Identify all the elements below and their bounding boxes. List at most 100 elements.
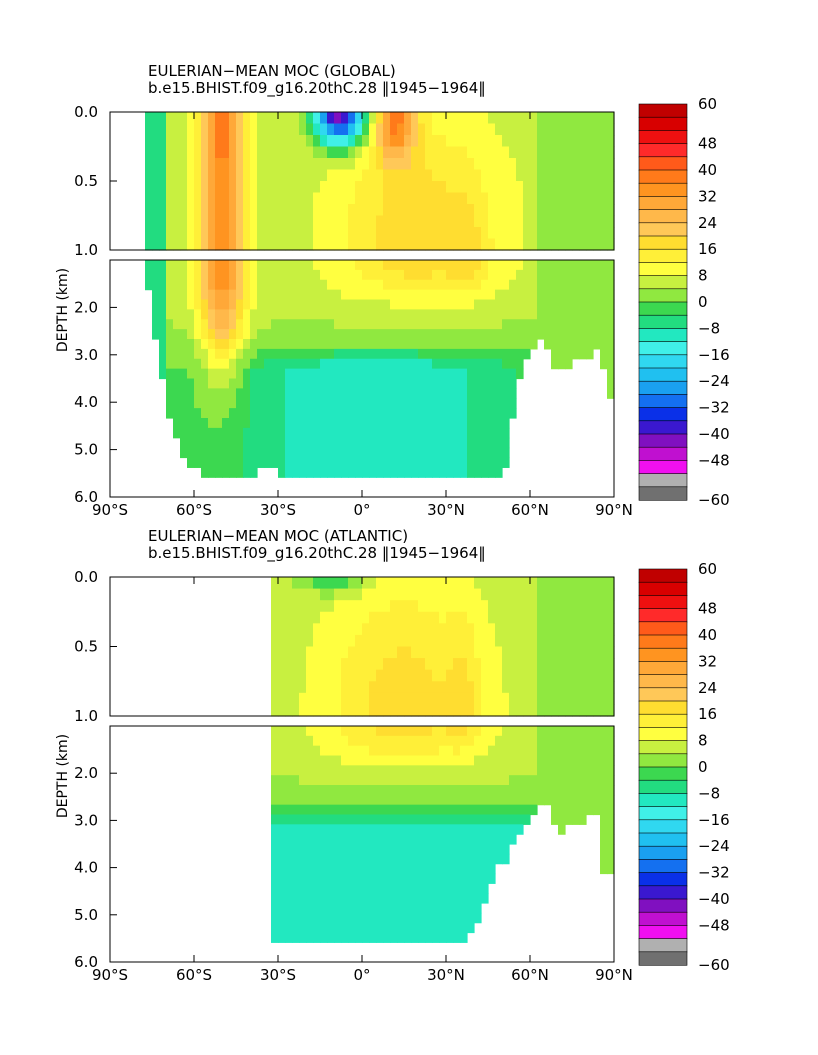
moc-cell [201, 112, 209, 125]
moc-cell [334, 279, 342, 291]
moc-cell [320, 123, 328, 136]
moc-cell [404, 765, 412, 776]
moc-cell [334, 893, 342, 904]
moc-cell [299, 348, 307, 360]
moc-cell [376, 863, 384, 875]
moc-cell [425, 735, 433, 747]
moc-cell [418, 704, 426, 717]
moc-cell [607, 123, 615, 136]
moc-cell [579, 227, 587, 240]
moc-cell [439, 368, 447, 380]
moc-cell [320, 204, 328, 217]
moc-cell [481, 745, 489, 757]
moc-cell [250, 368, 258, 380]
moc-cell [544, 319, 552, 330]
moc-cell [355, 912, 363, 924]
moc-cell [334, 669, 342, 682]
moc-cell [446, 368, 454, 380]
moc-cell [152, 112, 160, 125]
moc-cell [460, 437, 468, 449]
moc-cell [348, 922, 356, 934]
moc-cell [530, 260, 538, 271]
moc-cell [173, 418, 181, 429]
moc-cell [474, 260, 482, 271]
moc-cell [481, 299, 489, 310]
moc-cell [418, 398, 426, 409]
moc-cell [362, 669, 370, 682]
moc-cell [327, 260, 335, 271]
moc-cell [467, 368, 475, 380]
moc-cell [579, 765, 587, 776]
moc-cell [383, 123, 391, 136]
moc-cell [348, 146, 356, 159]
moc-cell [306, 112, 314, 125]
moc-cell [383, 227, 391, 240]
moc-cell [313, 745, 321, 757]
moc-cell [348, 181, 356, 194]
moc-cell [439, 123, 447, 136]
moc-cell [537, 794, 545, 806]
moc-cell [180, 215, 188, 228]
moc-cell [159, 238, 167, 251]
moc-cell [173, 329, 181, 340]
moc-cell [446, 204, 454, 217]
moc-cell [600, 269, 608, 281]
moc-cell [467, 447, 475, 459]
moc-cell [397, 600, 405, 613]
moc-cell [264, 169, 272, 182]
moc-cell [446, 804, 454, 816]
moc-cell [383, 289, 391, 301]
moc-cell [313, 418, 321, 429]
moc-cell [404, 922, 412, 934]
moc-cell [320, 844, 328, 855]
moc-cell [397, 588, 405, 601]
moc-cell [313, 378, 321, 389]
moc-cell [572, 329, 580, 340]
moc-cell [467, 745, 475, 757]
moc-cell [390, 704, 398, 717]
moc-cell [558, 704, 566, 717]
moc-cell [257, 227, 265, 240]
moc-cell [411, 227, 419, 240]
moc-cell [383, 804, 391, 816]
moc-cell [306, 903, 314, 914]
moc-cell [411, 814, 419, 825]
moc-cell [446, 692, 454, 706]
moc-cell [509, 279, 517, 291]
moc-cell [271, 844, 279, 855]
moc-cell [180, 238, 188, 251]
moc-cell [376, 834, 384, 845]
moc-cell [383, 339, 391, 350]
moc-cell [285, 704, 293, 717]
moc-cell [243, 427, 251, 439]
colorbar-swatch [638, 581, 688, 597]
moc-cell [600, 279, 608, 291]
moc-cell [474, 388, 482, 399]
moc-cell [579, 299, 587, 310]
moc-cell [285, 922, 293, 934]
moc-cell [397, 669, 405, 682]
moc-cell [229, 146, 237, 159]
moc-cell [327, 681, 335, 694]
moc-cell [600, 181, 608, 194]
moc-cell [446, 600, 454, 613]
moc-cell [320, 358, 328, 370]
moc-cell [250, 329, 258, 340]
moc-cell [453, 834, 461, 845]
moc-cell [271, 112, 279, 125]
moc-cell [362, 912, 370, 924]
moc-cell [285, 192, 293, 205]
moc-cell [530, 765, 538, 776]
moc-cell [453, 437, 461, 449]
moc-cell [432, 765, 440, 776]
moc-cell [411, 418, 419, 429]
moc-cell [383, 588, 391, 601]
moc-cell [285, 844, 293, 855]
moc-cell [446, 158, 454, 171]
moc-cell [257, 112, 265, 125]
moc-cell [551, 634, 559, 648]
moc-cell [327, 863, 335, 875]
moc-cell [390, 319, 398, 330]
moc-cell [229, 427, 237, 439]
moc-cell [530, 238, 538, 251]
